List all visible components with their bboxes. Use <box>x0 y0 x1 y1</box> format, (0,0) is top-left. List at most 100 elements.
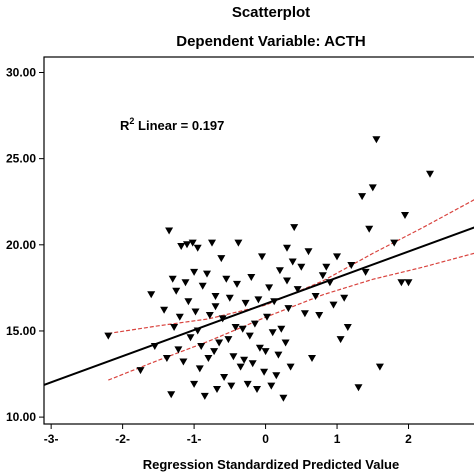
r2-annotation: R2 Linear = 0.197 <box>120 116 224 133</box>
data-point <box>234 239 243 247</box>
data-point <box>186 334 195 342</box>
data-point <box>205 312 214 319</box>
data-point <box>300 310 309 318</box>
data-point <box>227 382 236 390</box>
data-point <box>220 374 229 381</box>
data-point <box>372 136 381 144</box>
data-point <box>283 244 291 252</box>
x-tick-label: -2- <box>115 432 130 446</box>
data-point <box>274 351 283 359</box>
data-point <box>283 277 291 285</box>
data-point <box>160 306 169 314</box>
x-tick-label: -3- <box>44 432 59 446</box>
data-point <box>358 193 367 201</box>
data-point <box>426 170 434 178</box>
data-point <box>333 253 341 261</box>
data-point <box>254 296 263 304</box>
data-point <box>347 262 356 269</box>
data-point <box>288 258 297 266</box>
data-point <box>217 255 226 263</box>
data-point <box>150 343 159 350</box>
data-point <box>375 363 384 371</box>
data-point <box>267 382 276 390</box>
data-point <box>224 336 233 344</box>
data-point <box>147 291 156 299</box>
data-point <box>304 248 313 256</box>
data-point <box>390 239 399 247</box>
data-point <box>162 355 171 362</box>
data-point <box>211 293 220 300</box>
ci-lower-line <box>108 252 474 381</box>
data-point <box>198 282 207 290</box>
data-point <box>170 324 179 331</box>
data-point <box>215 339 224 347</box>
x-tick-label: 1 <box>334 432 341 446</box>
y-tick-label: 15.00 <box>6 324 36 338</box>
data-point <box>368 184 377 192</box>
data-point <box>190 380 199 388</box>
data-point <box>174 346 183 354</box>
data-point <box>250 320 259 328</box>
data-point <box>260 368 269 376</box>
data-point <box>279 394 288 402</box>
data-point <box>193 327 202 335</box>
data-point <box>263 313 271 321</box>
data-point <box>238 325 247 333</box>
data-point <box>281 339 290 347</box>
data-point <box>268 329 277 337</box>
x-tick-label: 0 <box>262 432 269 446</box>
data-point <box>218 315 227 323</box>
x-axis-label: Regression Standardized Predicted Value <box>143 457 399 472</box>
y-tick-label: 30.00 <box>6 66 36 80</box>
fit-line <box>44 226 474 386</box>
data-point <box>265 284 274 292</box>
data-point <box>191 308 200 316</box>
data-point <box>272 372 281 380</box>
data-point <box>229 353 238 361</box>
plot-area <box>44 136 474 402</box>
data-point <box>236 363 245 371</box>
data-point <box>336 336 345 344</box>
data-point <box>104 332 113 340</box>
data-point <box>275 267 284 275</box>
data-point <box>311 293 320 300</box>
data-point <box>261 348 270 356</box>
data-point <box>255 344 264 352</box>
data-point <box>200 392 209 400</box>
data-point <box>277 325 286 333</box>
data-point <box>248 360 257 368</box>
data-point <box>241 299 250 307</box>
data-point <box>225 294 234 302</box>
data-point <box>181 279 190 287</box>
data-point <box>318 272 327 280</box>
data-point <box>193 244 202 252</box>
data-point <box>354 384 363 392</box>
data-point <box>258 253 266 261</box>
data-point <box>222 275 231 283</box>
data-point <box>240 356 249 364</box>
chart-subtitle: Dependent Variable: ACTH <box>176 33 365 50</box>
data-point <box>247 274 256 281</box>
data-point <box>231 324 240 331</box>
y-tick-label: 20.00 <box>6 238 36 252</box>
x-tick-label: -1- <box>187 432 202 446</box>
data-point <box>184 298 193 306</box>
data-point <box>213 386 221 393</box>
data-point <box>322 263 331 271</box>
data-point <box>297 263 306 271</box>
data-point <box>168 275 177 283</box>
data-point <box>190 268 199 276</box>
data-point <box>284 305 293 313</box>
data-point <box>270 298 279 306</box>
data-point <box>397 279 406 287</box>
data-point <box>179 358 188 366</box>
data-point <box>211 303 220 311</box>
data-point <box>329 301 338 309</box>
data-point <box>243 380 252 388</box>
data-point <box>136 367 145 375</box>
data-point <box>197 343 206 350</box>
data-point <box>365 225 374 233</box>
data-point <box>177 243 186 250</box>
data-point <box>172 287 181 295</box>
